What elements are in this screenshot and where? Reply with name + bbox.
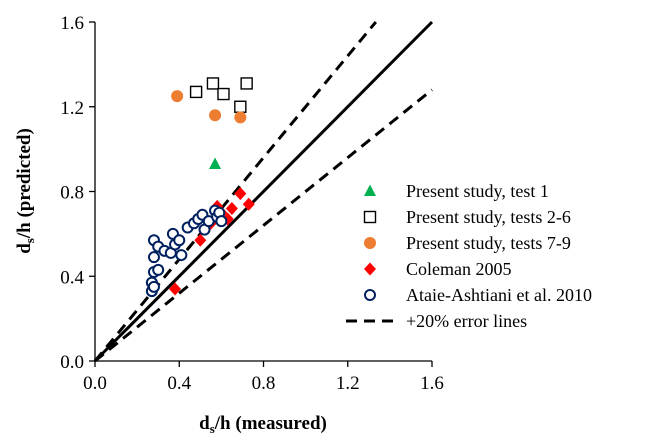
x-tick-label: 1.2: [336, 373, 360, 394]
data-point-series-4: [175, 249, 188, 262]
legend-item-background: [340, 282, 630, 308]
y-axis-title: ds/h (predicted): [14, 128, 37, 254]
x-axis-title-sub: s: [210, 421, 215, 434]
data-point-series-4: [147, 280, 160, 293]
legend-label: +20% error lines: [406, 311, 527, 331]
legend-item: Present study, tests 2-6: [340, 204, 630, 230]
data-point-series-1: [240, 77, 253, 90]
data-point-series-1: [217, 87, 230, 101]
axis-ticks: 0.0 0.4 0.8 1.2 1.6 0.0 0.4 0.8 1.2 1.6: [60, 13, 444, 394]
x-tick-label: 0.4: [167, 373, 191, 394]
y-tick-label: 0.4: [60, 267, 84, 288]
data-point-series-1: [189, 85, 203, 99]
legend-item: Present study, tests 7-9: [340, 230, 630, 256]
legend: Present study, test 1 Present study, test…: [340, 178, 630, 334]
x-tick-label: 0.0: [83, 373, 107, 394]
error-line-2: [94, 88, 433, 363]
legend-label: Present study, tests 2-6: [406, 207, 571, 227]
data-point-series-3: [234, 187, 247, 201]
data-point-series-1: [206, 77, 220, 90]
legend-item: +20% error lines: [340, 308, 630, 334]
y-tick-label: 1.2: [60, 98, 84, 119]
data-point-series-2: [234, 111, 247, 124]
legend-swatch: [363, 210, 377, 224]
data-point-series-3: [169, 282, 182, 296]
legend-swatch: [364, 262, 376, 276]
legend-item: Present study, test 1: [340, 178, 630, 204]
x-axis-title: ds/h (measured): [199, 413, 327, 434]
x-axis-title-rest: /h (measured): [214, 413, 327, 434]
legend-label: Present study, test 1: [406, 181, 549, 201]
legend-item: Coleman 2005: [340, 256, 630, 282]
data-point-series-3: [194, 233, 207, 247]
legend-item-background: [340, 178, 630, 204]
legend-label: Coleman 2005: [406, 259, 512, 279]
x-axis-title-main: d: [199, 413, 210, 434]
legend-swatch: [364, 184, 376, 196]
data-point-series-1: [234, 100, 247, 113]
y-tick-label: 1.6: [60, 13, 84, 34]
legend-item-background: [340, 230, 630, 256]
legend-swatch: [364, 289, 376, 301]
data-point-series-4: [147, 251, 160, 264]
legend-item: Ataie-Ashtiani et al. 2010: [340, 282, 630, 308]
data-point-series-4: [152, 263, 165, 276]
data-point-series-3: [225, 201, 238, 215]
data-point-series-0: [209, 157, 222, 169]
legend-label: Ataie-Ashtiani et al. 2010: [406, 285, 592, 305]
legend-swatch: [364, 237, 376, 249]
reference-lines: [93, 20, 434, 363]
legend-item-background: [340, 256, 630, 282]
legend-item-background: [340, 204, 630, 230]
one-to-one-line: [93, 20, 434, 363]
x-tick-label: 0.8: [252, 373, 276, 394]
legend-label: Present study, tests 7-9: [406, 233, 571, 253]
data-point-series-2: [209, 109, 222, 122]
data-point-series-3: [242, 197, 255, 211]
data-markers: [145, 77, 255, 298]
data-point-series-2: [171, 90, 184, 103]
data-point-series-4: [215, 215, 228, 228]
y-axis-title-main: d: [14, 243, 35, 254]
y-axis-title-sub: s: [22, 238, 37, 243]
y-axis-title-rest: /h (predicted): [14, 128, 35, 239]
y-tick-label: 0.8: [60, 183, 84, 204]
data-point-series-4: [173, 234, 186, 247]
error-line-1: [93, 21, 377, 362]
x-tick-label: 1.6: [420, 373, 444, 394]
y-tick-label: 0.0: [60, 352, 84, 373]
